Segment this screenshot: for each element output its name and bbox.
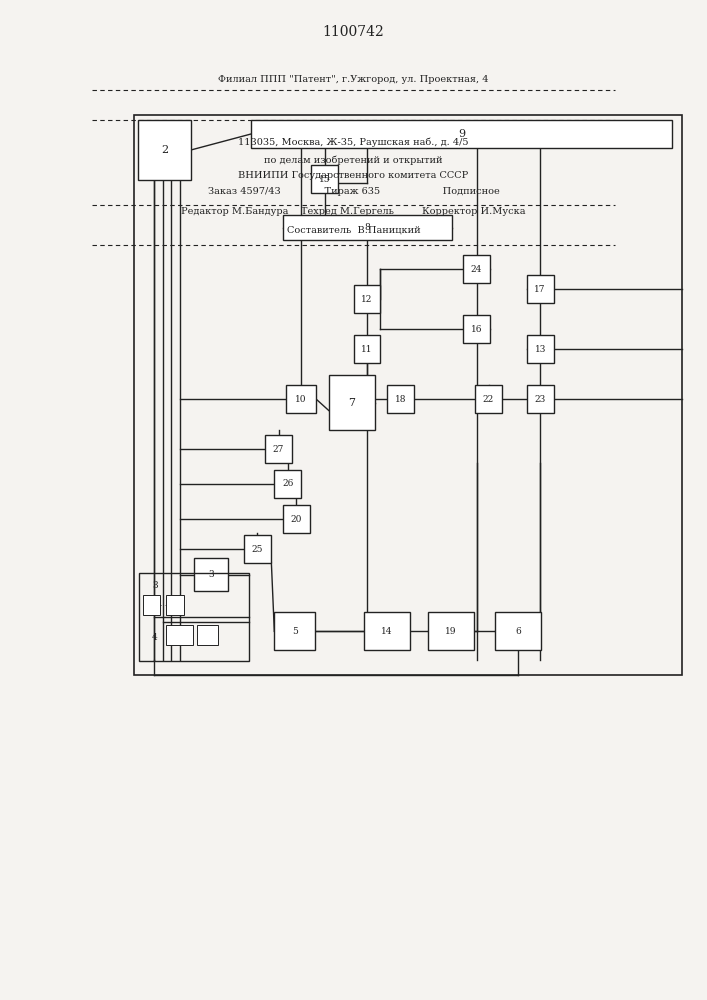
Text: 11: 11 [361,344,373,354]
Text: 3: 3 [152,580,158,589]
Bar [283,505,310,533]
Text: 14: 14 [381,626,393,636]
Bar [194,558,228,591]
Bar [364,612,410,650]
Text: 16: 16 [471,324,482,334]
Text: 6: 6 [515,626,521,636]
Text: по делам изобретений и открытий: по делам изобретений и открытий [264,155,443,165]
Text: 5: 5 [292,626,298,636]
Bar [265,435,292,463]
Text: 4: 4 [152,634,158,642]
Text: 25: 25 [252,544,263,554]
Text: 7: 7 [349,397,355,408]
Bar [475,385,502,413]
Text: 23: 23 [534,394,546,403]
Bar [274,470,301,498]
Bar [527,275,554,303]
Text: 9: 9 [457,129,465,139]
Bar [387,385,414,413]
Text: Филиал ППП "Патент", г.Ужгород, ул. Проектная, 4: Филиал ППП "Патент", г.Ужгород, ул. Прое… [218,76,489,85]
Bar [138,120,191,180]
Text: 1100742: 1100742 [322,25,385,39]
Text: Редактор М.Бандура    Техред М.Гергель         Корректор И.Муска: Редактор М.Бандура Техред М.Гергель Корр… [181,208,526,217]
Bar [354,335,380,363]
Text: 18: 18 [395,394,407,403]
Text: 19: 19 [445,626,457,636]
Bar [166,595,184,615]
Bar [286,385,316,413]
Bar [463,315,490,343]
Text: 8: 8 [365,223,370,232]
Bar [354,285,380,313]
Bar [495,612,541,650]
Text: 22: 22 [483,394,494,403]
Bar [134,115,682,675]
Bar [139,573,249,661]
Text: 26: 26 [282,480,293,488]
Bar [274,612,315,650]
Text: Составитель  В.Паницкий: Составитель В.Паницкий [286,226,421,234]
Bar [527,335,554,363]
Bar [251,120,672,148]
Text: 10: 10 [296,394,307,403]
Bar [197,625,218,645]
Bar [428,612,474,650]
Text: 113035, Москва, Ж-35, Раушская наб., д. 4/5: 113035, Москва, Ж-35, Раушская наб., д. … [238,137,469,147]
Text: 17: 17 [534,284,546,294]
Bar [244,535,271,563]
Text: 27: 27 [273,444,284,454]
Bar [527,385,554,413]
Bar [311,165,338,193]
Text: 24: 24 [471,264,482,273]
Bar [143,595,160,615]
Bar [166,625,193,645]
Text: 15: 15 [319,174,330,184]
Text: 20: 20 [291,514,302,524]
Bar [463,255,490,283]
Text: 3: 3 [209,570,214,579]
Bar [329,375,375,430]
Text: 12: 12 [361,294,373,304]
Text: ВНИИПИ Государственного комитета СССР: ВНИИПИ Государственного комитета СССР [238,170,469,180]
Bar [283,215,452,240]
Text: 13: 13 [534,344,546,354]
Text: 2: 2 [160,145,168,155]
Text: Заказ 4597/43              Тираж 635                    Подписное: Заказ 4597/43 Тираж 635 Подписное [208,188,499,196]
